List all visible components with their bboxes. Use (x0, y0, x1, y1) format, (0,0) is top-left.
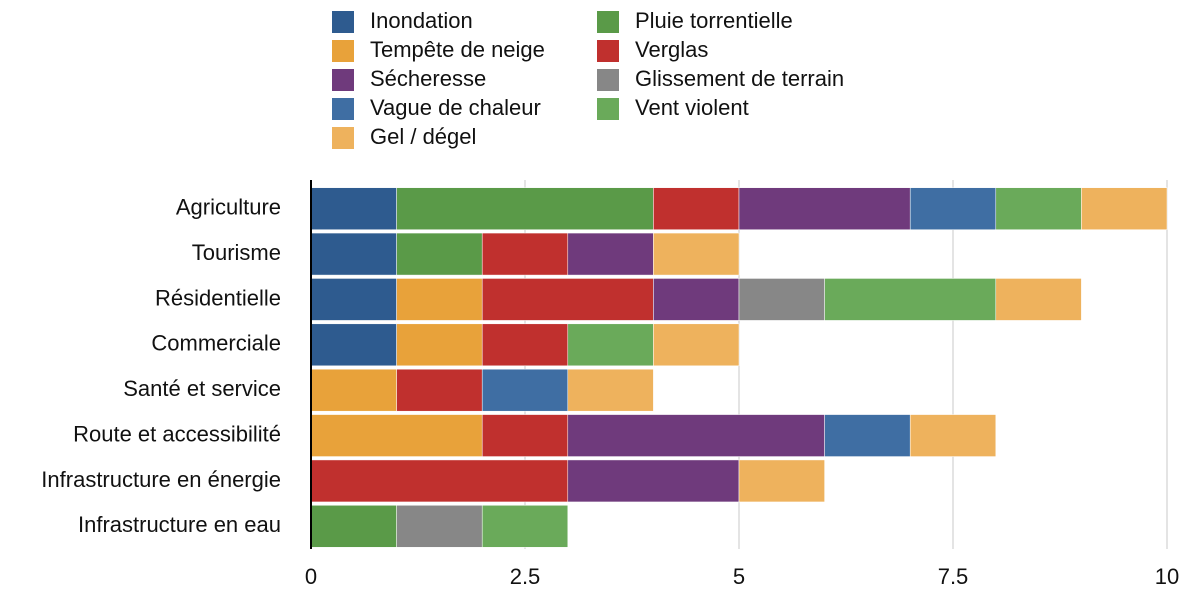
legend-swatch (597, 40, 619, 62)
x-tick-label: 0 (305, 564, 317, 589)
bar-segment (995, 278, 1082, 321)
bar-segment (310, 414, 483, 457)
bar-segment (481, 368, 569, 412)
legend-swatch (332, 127, 354, 149)
legend-label: Vent violent (635, 95, 749, 120)
bar-segment (310, 459, 569, 503)
bar-segment (567, 414, 825, 457)
bar-segment (481, 505, 569, 548)
bar-segment (738, 187, 911, 230)
bar-segment (396, 505, 483, 548)
legend-swatch (597, 11, 619, 33)
legend-label: Inondation (370, 8, 473, 33)
bar-segment (396, 323, 483, 367)
bar-segment (567, 368, 654, 412)
bar-segment (310, 368, 397, 412)
y-tick-label: Commerciale (151, 331, 281, 356)
bar-segment (738, 278, 825, 321)
bar-segment (310, 232, 397, 276)
legend-swatch (332, 69, 354, 91)
bar-segment (567, 459, 740, 503)
bar-segment (653, 278, 740, 321)
y-tick-label: Santé et service (123, 376, 281, 401)
bar-segment (909, 187, 997, 230)
bar-segment (396, 278, 483, 321)
bar-segment (738, 459, 825, 503)
legend-label: Verglas (635, 37, 708, 62)
y-tick-label: Résidentielle (155, 285, 281, 310)
bar-segment (567, 232, 654, 276)
legend-label: Glissement de terrain (635, 66, 844, 91)
bar-segment (310, 323, 397, 367)
legend-swatch (332, 98, 354, 120)
bar-segment (481, 323, 569, 367)
bar-segment (481, 414, 569, 457)
y-tick-label: Route et accessibilité (73, 421, 281, 446)
legend-swatch (332, 11, 354, 33)
bar-segment (567, 323, 654, 367)
bar-segment (310, 505, 397, 548)
bar-segment (995, 187, 1082, 230)
legend-swatch (332, 40, 354, 62)
bar-segment (310, 187, 397, 230)
bar-segment (396, 368, 483, 412)
y-tick-label: Agriculture (176, 195, 281, 220)
bar-segment (824, 414, 911, 457)
bar-segment (653, 187, 740, 230)
y-tick-label: Tourisme (192, 240, 281, 265)
bar-segment (1081, 187, 1168, 230)
y-tick-label: Infrastructure en eau (78, 512, 281, 537)
legend-label: Vague de chaleur (370, 95, 541, 120)
legend-label: Pluie torrentielle (635, 8, 793, 33)
legend-label: Gel / dégel (370, 124, 476, 149)
legend-swatch (597, 69, 619, 91)
bar-segment (481, 278, 654, 321)
legend-label: Sécheresse (370, 66, 486, 91)
bar-segment (396, 187, 654, 230)
x-tick-label: 10 (1155, 564, 1179, 589)
bar-segment (396, 232, 483, 276)
x-tick-label: 7.5 (938, 564, 969, 589)
bar-segment (909, 414, 997, 457)
bar-segment (653, 323, 740, 367)
legend-swatch (597, 98, 619, 120)
bar-segment (481, 232, 569, 276)
bar-segment (824, 278, 997, 321)
x-tick-label: 5 (733, 564, 745, 589)
bar-segment (310, 278, 397, 321)
x-tick-label: 2.5 (510, 564, 541, 589)
y-tick-label: Infrastructure en énergie (41, 467, 281, 492)
legend-label: Tempête de neige (370, 37, 545, 62)
bar-segment (653, 232, 740, 276)
